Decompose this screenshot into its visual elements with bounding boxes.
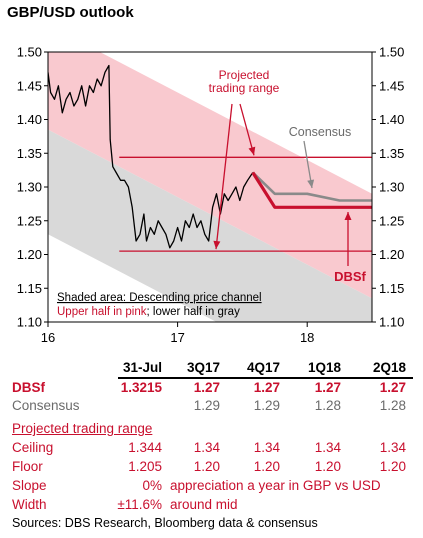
consensus-val: 1.28 <box>314 398 341 413</box>
floor-val: 1.20 <box>253 459 280 474</box>
gbpusd-chart: 1.50 1.50 1.45 1.45 1.40 1.40 1.35 1.35 1.30 1.30… <box>17 45 405 346</box>
consensus-annotation: Consensus <box>289 125 352 139</box>
y-tick-label-left: 1.20 <box>17 247 42 262</box>
consensus-val: 1.29 <box>193 398 220 413</box>
ceiling-val: 1.34 <box>314 440 341 455</box>
x-tick-label: 16 <box>41 330 55 345</box>
dbsf-val: 1.27 <box>193 380 220 395</box>
consensus-val: 1.28 <box>379 398 406 413</box>
dbsf-val: 1.27 <box>379 380 406 395</box>
floor-val: 1.20 <box>193 459 220 474</box>
y-tick-label-right: 1.40 <box>379 112 404 127</box>
ceiling-val: 1.34 <box>253 440 280 455</box>
dbsf-annotation: DBSf <box>334 269 366 284</box>
dbsf-val: 1.27 <box>314 380 341 395</box>
y-tick-label-right: 1.20 <box>379 247 404 262</box>
y-tick-label-right: 1.35 <box>379 146 404 161</box>
projected-arrow-ceiling <box>239 103 255 156</box>
floor-val: 1.20 <box>314 459 341 474</box>
y-tick-label-left: 1.30 <box>17 180 42 195</box>
y-tick-label-left: 1.15 <box>17 281 42 296</box>
legend-separator: ; <box>147 306 153 318</box>
series-line-consensus <box>251 171 372 202</box>
y-tick-label-left: 1.35 <box>17 146 42 161</box>
row-consensus-label: Consensus <box>12 398 80 413</box>
plot-area <box>48 52 372 322</box>
row-floor-label: Floor <box>12 459 43 474</box>
x-tick-label: 18 <box>300 330 314 345</box>
header-4q17: 4Q17 <box>246 360 280 375</box>
width-val: ±11.6% <box>117 497 162 512</box>
channel-upper-half <box>48 52 372 299</box>
header-3q17: 3Q17 <box>186 360 220 375</box>
ceiling-val: 1.344 <box>128 440 162 455</box>
y-tick-label-left: 1.10 <box>17 315 42 330</box>
range-heading: Projected trading range <box>12 421 153 436</box>
floor-val: 1.20 <box>379 459 406 474</box>
slope-val: 0% <box>142 478 162 493</box>
row-ceiling-label: Ceiling <box>12 440 54 455</box>
row-slope-label: Slope <box>12 478 47 493</box>
row-width-label: Width <box>12 497 47 512</box>
projected-arrow-ceiling-head <box>248 146 256 156</box>
projected-arrow-floor-head <box>213 240 221 250</box>
width-text: around mid <box>170 497 238 512</box>
consensus-arrow-head <box>307 179 315 188</box>
y-tick-label-left: 1.45 <box>17 78 42 93</box>
header-2q18: 2Q18 <box>372 360 406 375</box>
series-line-dbsf <box>251 171 372 209</box>
y-tick-label-left: 1.50 <box>17 45 42 60</box>
dbsf-val: 1.27 <box>253 380 280 395</box>
y-tick-label-right: 1.50 <box>379 45 404 60</box>
y-tick-label-right: 1.45 <box>379 78 404 93</box>
y-tick-label-right: 1.30 <box>379 180 404 195</box>
y-tick-label-right: 1.10 <box>379 315 404 330</box>
slope-text: appreciation a year in GBP vs USD <box>170 478 381 493</box>
x-tick-label: 17 <box>170 330 184 345</box>
header-rule <box>118 377 413 379</box>
projected-range-label: Projected <box>219 68 270 82</box>
row-dbsf-label: DBSf <box>12 380 45 395</box>
chart-title: GBP/USD outlook <box>7 4 134 21</box>
ceiling-val: 1.34 <box>379 440 406 455</box>
projected-range-label: trading range <box>209 81 280 95</box>
dbsf-arrow-head <box>344 212 352 220</box>
legend-upper-half: Upper half in pink <box>57 306 147 318</box>
y-tick-label-left: 1.25 <box>17 213 42 228</box>
legend-lower-half: lower half in gray <box>153 306 240 318</box>
floor-val: 1.205 <box>128 459 162 474</box>
legend-halves: Upper half in pink; lower half in gray <box>57 306 240 318</box>
y-tick-label-left: 1.40 <box>17 112 42 127</box>
dbsf-val: 1.3215 <box>120 380 162 395</box>
projected-arrow-floor <box>215 103 233 250</box>
ceiling-val: 1.34 <box>193 440 220 455</box>
header-31jul: 31-Jul <box>122 360 162 375</box>
y-tick-label-right: 1.15 <box>379 281 404 296</box>
sources-note: Sources: DBS Research, Bloomberg data & … <box>12 516 318 530</box>
header-1q18: 1Q18 <box>307 360 341 375</box>
legend-channel: Shaded area: Descending price channel <box>57 292 262 304</box>
consensus-val: 1.29 <box>253 398 280 413</box>
y-tick-label-right: 1.25 <box>379 213 404 228</box>
series-line-gbp-usd <box>48 64 254 249</box>
